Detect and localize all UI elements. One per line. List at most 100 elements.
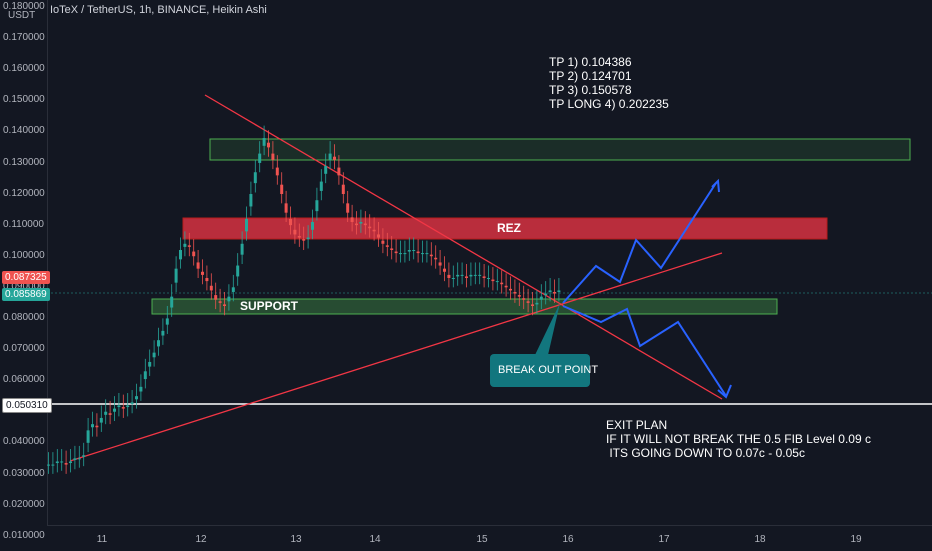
x-tick-label: 16 xyxy=(562,534,574,545)
candle-body xyxy=(548,290,552,292)
x-tick-label: 11 xyxy=(96,534,108,545)
candle-body xyxy=(223,304,226,306)
candle-body xyxy=(267,142,270,148)
candle-body xyxy=(456,274,460,277)
y-tick-label: 0.100000 xyxy=(3,249,45,261)
candle-body xyxy=(319,181,323,191)
candle-body xyxy=(214,295,218,300)
candle-body xyxy=(64,463,68,465)
y-tick-label: 0.110000 xyxy=(3,218,44,230)
candle-body xyxy=(421,253,424,255)
support-zone-box xyxy=(151,298,778,315)
candle-body xyxy=(55,461,59,464)
y-tick-label: 0.060000 xyxy=(3,374,45,386)
candle-body xyxy=(130,402,134,404)
breakout-callout[interactable] xyxy=(490,354,590,387)
candle-body xyxy=(377,234,380,238)
candle-body xyxy=(438,262,442,266)
candle-body xyxy=(77,458,81,460)
candle-body xyxy=(196,262,200,269)
candle-body xyxy=(143,371,147,380)
candle-body xyxy=(47,464,50,466)
candle-body xyxy=(381,240,385,244)
candle-body xyxy=(187,245,191,247)
tp3-text: TP 3) 0.150578 xyxy=(549,83,632,97)
candle-body xyxy=(557,290,561,292)
exit-plan-title: EXIT PLAN xyxy=(606,418,668,432)
candle-body xyxy=(399,253,402,255)
candle-body xyxy=(465,276,468,278)
resistance-zone-box xyxy=(182,217,828,240)
x-tick-label: 19 xyxy=(850,534,862,545)
x-tick-label: 12 xyxy=(195,534,207,545)
candle-body xyxy=(487,277,490,279)
candle-body xyxy=(253,172,257,184)
candle-body xyxy=(513,291,517,294)
candle-body xyxy=(434,257,438,260)
candle-body xyxy=(82,455,86,457)
tp-zone-box xyxy=(209,138,911,161)
candle-body xyxy=(262,138,266,146)
y-tick-label: 0.090000 xyxy=(3,280,45,292)
candle-body xyxy=(407,250,411,252)
candle-body xyxy=(280,184,284,195)
rez-label: REZ xyxy=(497,221,521,235)
price-axis[interactable]: USDT 0.180000 0.170000 0.160000 0.150000 0.1… xyxy=(0,0,48,541)
bearish-projection-arrowhead xyxy=(717,384,732,399)
y-tick-label: 0.150000 xyxy=(3,94,45,106)
y-tick-label: 0.040000 xyxy=(3,436,45,448)
y-tick-label: 0.170000 xyxy=(3,32,45,44)
candle-body xyxy=(192,251,196,257)
x-tick-label: 13 xyxy=(290,534,302,545)
candle-body xyxy=(51,464,55,466)
y-tick-label: 0.160000 xyxy=(3,63,45,75)
currency-unit: USDT xyxy=(8,10,36,21)
x-tick-label: 18 xyxy=(754,534,766,545)
candle-body xyxy=(95,425,99,428)
candle-body xyxy=(372,229,376,232)
candle-body xyxy=(108,413,112,415)
candle-body xyxy=(148,361,152,367)
bullish-projection-path xyxy=(562,182,717,304)
candle-body xyxy=(170,296,174,308)
bullish-projection-arrowhead xyxy=(711,178,720,193)
candle-body xyxy=(328,153,332,160)
candle-body xyxy=(412,250,416,251)
y-tick-label: 0.070000 xyxy=(3,343,45,355)
x-tick-label: 14 xyxy=(369,534,381,545)
candle-body xyxy=(165,318,169,325)
x-tick-label: 17 xyxy=(658,534,670,545)
candle-body xyxy=(403,253,407,255)
exit-plan-line2: ITS GOING DOWN TO 0.07c - 0.05c xyxy=(606,446,805,460)
ascending-trendline xyxy=(69,252,723,462)
candle-body xyxy=(104,411,108,415)
candle-body xyxy=(311,222,314,230)
descending-trendline xyxy=(204,94,723,400)
candle-body xyxy=(117,405,121,408)
candle-body xyxy=(416,251,420,254)
y-tick-label: 0.010000 xyxy=(3,529,45,541)
time-axis[interactable]: 11 12 13 14 15 16 17 18 19 xyxy=(47,525,932,551)
x-tick-label: 15 xyxy=(476,534,488,545)
candle-body xyxy=(284,203,288,213)
candle-body xyxy=(297,236,301,238)
candle-body xyxy=(161,330,165,336)
candle-body xyxy=(341,184,345,195)
candle-body xyxy=(337,167,341,176)
candle-body xyxy=(69,461,72,464)
candle-body xyxy=(289,218,292,226)
tp4-text: TP LONG 4) 0.202235 xyxy=(549,97,669,111)
candle-body xyxy=(469,274,473,277)
candle-body xyxy=(271,153,275,160)
candle-body xyxy=(333,156,336,160)
candle-body xyxy=(355,223,358,226)
bearish-projection-path xyxy=(562,305,727,397)
candle-body xyxy=(306,237,310,240)
candle-body xyxy=(359,222,363,224)
candle-body xyxy=(544,293,548,296)
tp1-text: TP 1) 0.104386 xyxy=(549,55,632,69)
candle-body xyxy=(539,296,543,300)
candle-body xyxy=(394,251,398,254)
